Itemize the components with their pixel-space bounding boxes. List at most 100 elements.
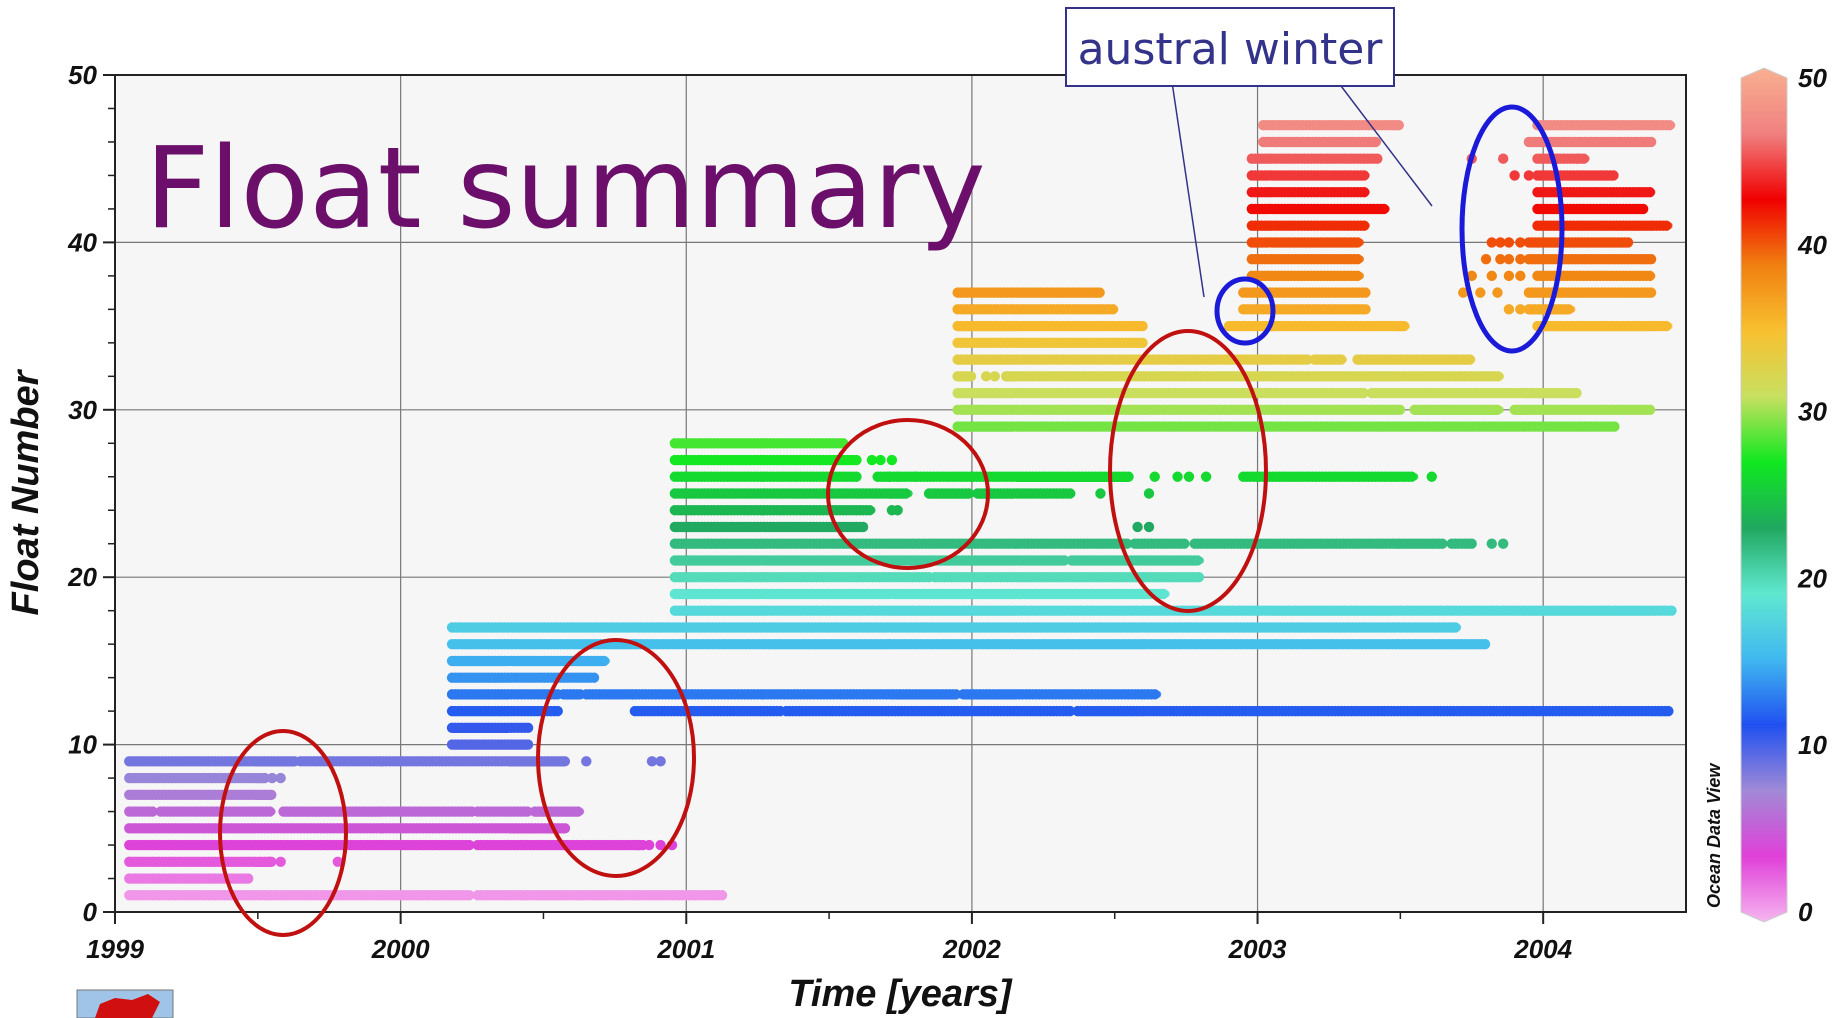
float-track-4 bbox=[124, 839, 678, 851]
callout-line bbox=[1171, 81, 1205, 298]
plot-frame bbox=[114, 74, 1687, 913]
float-point bbox=[1495, 237, 1506, 248]
map-thumbnail bbox=[76, 989, 174, 1018]
y-axis-label: Float Number bbox=[5, 368, 47, 615]
minor-ticks bbox=[108, 107, 1402, 919]
float-point bbox=[1143, 488, 1155, 499]
winter-annotations: austral winter bbox=[218, 7, 1565, 937]
float-point bbox=[1503, 237, 1515, 248]
float-track-44 bbox=[1246, 170, 1620, 181]
float-point bbox=[655, 756, 666, 767]
float-track-23 bbox=[669, 521, 1155, 533]
float-point bbox=[1503, 253, 1515, 265]
y-tick-label: 10 bbox=[68, 730, 97, 760]
red-oval bbox=[218, 729, 348, 937]
float-point bbox=[909, 471, 920, 482]
float-point bbox=[1143, 521, 1155, 533]
float-point bbox=[1475, 287, 1486, 298]
float-point bbox=[275, 772, 286, 784]
float-point bbox=[646, 756, 658, 767]
callout-line bbox=[1337, 81, 1433, 207]
x-tick-label: 2000 bbox=[371, 934, 430, 964]
x-tick-label: 2003 bbox=[1228, 934, 1287, 964]
float-point bbox=[989, 371, 1000, 382]
float-track-26 bbox=[669, 471, 1437, 482]
float-point bbox=[1495, 253, 1506, 265]
float-point bbox=[886, 454, 898, 466]
float-point bbox=[1486, 237, 1497, 248]
colorbar-bar bbox=[1740, 67, 1788, 923]
colorbar-tick-label: 10 bbox=[1798, 730, 1827, 760]
colorbar-tick-labels: 0 10 20 30 40 50 bbox=[1797, 63, 1827, 927]
colorbar: 0 10 20 30 40 50 Ocean Data View bbox=[1704, 63, 1827, 927]
float-point bbox=[1200, 471, 1212, 482]
colorbar-tick-label: 20 bbox=[1797, 563, 1827, 593]
float-point bbox=[1183, 471, 1195, 482]
colorbar-brand-label: Ocean Data View bbox=[1704, 763, 1724, 908]
float-point bbox=[1480, 253, 1492, 265]
float-point bbox=[1426, 471, 1437, 482]
float-point bbox=[1095, 488, 1106, 499]
float-point bbox=[883, 471, 895, 482]
float-point bbox=[1503, 304, 1515, 315]
float-point bbox=[1572, 153, 1583, 164]
float-point bbox=[892, 471, 903, 482]
float-track-8 bbox=[124, 772, 286, 784]
float-point bbox=[643, 839, 655, 851]
colorbar-tick-label: 50 bbox=[1798, 63, 1827, 93]
float-point bbox=[892, 505, 903, 516]
float-point bbox=[1523, 170, 1535, 181]
float-point bbox=[632, 839, 643, 851]
float-track-32 bbox=[952, 371, 1506, 382]
y-tick-label: 40 bbox=[67, 227, 97, 257]
float-point bbox=[866, 454, 878, 466]
float-point bbox=[1132, 521, 1143, 533]
x-tick-label: 1999 bbox=[86, 934, 144, 964]
page-title: Float summary bbox=[145, 124, 986, 254]
float-track-9 bbox=[124, 756, 666, 767]
annotation-box bbox=[1065, 7, 1395, 87]
red-oval bbox=[826, 418, 990, 570]
x-tick-label: 2002 bbox=[942, 934, 1001, 964]
float-track-27 bbox=[669, 454, 898, 466]
float-track-25 bbox=[669, 488, 1155, 499]
float-point bbox=[980, 371, 992, 382]
blue-oval bbox=[1459, 104, 1565, 354]
colorbar-tick-label: 30 bbox=[1798, 397, 1827, 427]
y-tick-label: 0 bbox=[83, 897, 98, 927]
float-point bbox=[1515, 304, 1526, 315]
float-point bbox=[581, 756, 592, 767]
float-point bbox=[332, 856, 343, 867]
float-point bbox=[1486, 270, 1497, 282]
float-point bbox=[266, 772, 278, 784]
y-tick-label: 20 bbox=[67, 562, 97, 592]
float-point bbox=[275, 856, 286, 867]
colorbar-tick-label: 40 bbox=[1797, 230, 1827, 260]
float-track-24 bbox=[669, 505, 903, 516]
float-track-3 bbox=[124, 856, 343, 867]
float-point bbox=[1486, 538, 1497, 549]
float-point bbox=[1172, 471, 1183, 482]
y-tick-label: 50 bbox=[68, 60, 97, 90]
float-point bbox=[1509, 170, 1520, 181]
float-point bbox=[1492, 287, 1503, 298]
map-thumbnail-shape bbox=[95, 994, 160, 1018]
float-point bbox=[1466, 270, 1477, 282]
float-track-40 bbox=[1246, 237, 1635, 248]
float-point bbox=[1515, 270, 1526, 282]
x-tick-labels: 1999 2000 2001 2002 2003 2004 bbox=[86, 934, 1573, 964]
float-point bbox=[1497, 538, 1509, 549]
annotation-label: austral winter bbox=[1078, 24, 1384, 75]
colorbar-tick-label: 0 bbox=[1798, 897, 1813, 927]
x-axis-label: Time [years] bbox=[788, 973, 1013, 1015]
float-point bbox=[875, 454, 886, 466]
red-oval bbox=[1108, 329, 1268, 613]
float-point bbox=[264, 856, 275, 867]
float-tracks bbox=[124, 120, 1677, 901]
float-point bbox=[1458, 287, 1469, 298]
float-point bbox=[1497, 153, 1509, 164]
x-tick-label: 2004 bbox=[1513, 934, 1572, 964]
float-point bbox=[1503, 270, 1515, 282]
y-tick-labels: 0 10 20 30 40 50 bbox=[67, 60, 97, 927]
float-point bbox=[655, 839, 666, 851]
